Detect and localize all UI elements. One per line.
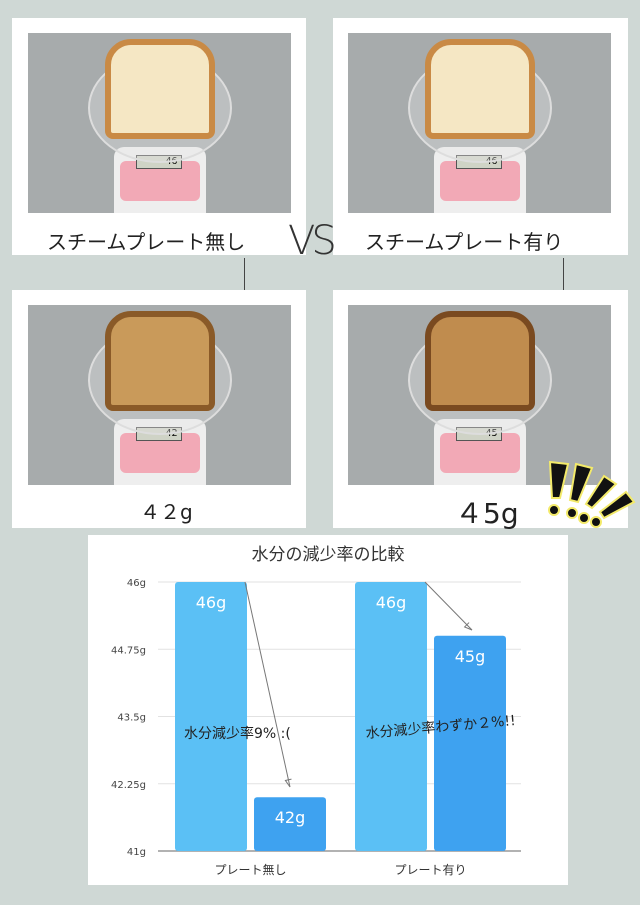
bread-on-scale-photo: 46 — [28, 33, 291, 213]
arrow-icon — [424, 581, 473, 631]
arrowhead-icon — [284, 778, 292, 788]
chart-card: 水分の減少率の比較 41g 42.25g 43.5g 44.75g 46g 46g 42g プ… — [88, 535, 568, 885]
bar — [254, 797, 326, 851]
bar-chart: 41g 42.25g 43.5g 44.75g 46g 46g 42g プレート無し 46g 45… — [111, 578, 521, 877]
arrow-icon — [244, 581, 291, 788]
bar — [355, 582, 427, 851]
y-tick-label: 44.75g — [111, 645, 146, 656]
weight-after-plate: ４5g — [455, 497, 519, 530]
photo-card-before-no-plate: 46 スチームプレート無し — [12, 18, 306, 255]
y-tick-label: 41g — [127, 847, 146, 858]
y-tick-label: 43.5g — [117, 713, 146, 724]
bar — [434, 635, 506, 851]
photo-card-after-no-plate: 42 ４２g — [12, 290, 306, 528]
x-tick-label: プレート無し — [214, 862, 286, 877]
photo-card-before-plate: 46 スチームプレート有り — [333, 18, 628, 255]
bar — [175, 582, 247, 851]
annotation-no-plate: 水分減少率9% :( — [184, 725, 291, 742]
bar-data-label: 42g — [275, 808, 306, 827]
bar-data-label: 45g — [455, 647, 486, 666]
vs-text: VS — [288, 218, 337, 264]
photo-card-after-plate: 45 ４5g — [333, 290, 628, 530]
bar-data-label: 46g — [196, 593, 227, 612]
bar-data-label: 46g — [376, 593, 407, 612]
weight-after-no-plate: ４２g — [140, 500, 193, 524]
label-plate: スチームプレート有り — [365, 230, 564, 254]
y-tick-label: 42.25g — [111, 780, 146, 791]
toast-on-scale-photo: 42 — [28, 305, 291, 485]
y-tick-label: 46g — [127, 578, 146, 589]
label-no-plate: スチームプレート無し — [47, 230, 246, 254]
x-tick-label: プレート有り — [394, 863, 466, 877]
arrowhead-icon — [463, 622, 473, 631]
toast-on-scale-photo: 45 — [348, 305, 611, 485]
exclamation-marks-icon — [548, 460, 636, 528]
bread-on-scale-photo: 46 — [348, 33, 611, 213]
chart-title: 水分の減少率の比較 — [251, 545, 405, 565]
